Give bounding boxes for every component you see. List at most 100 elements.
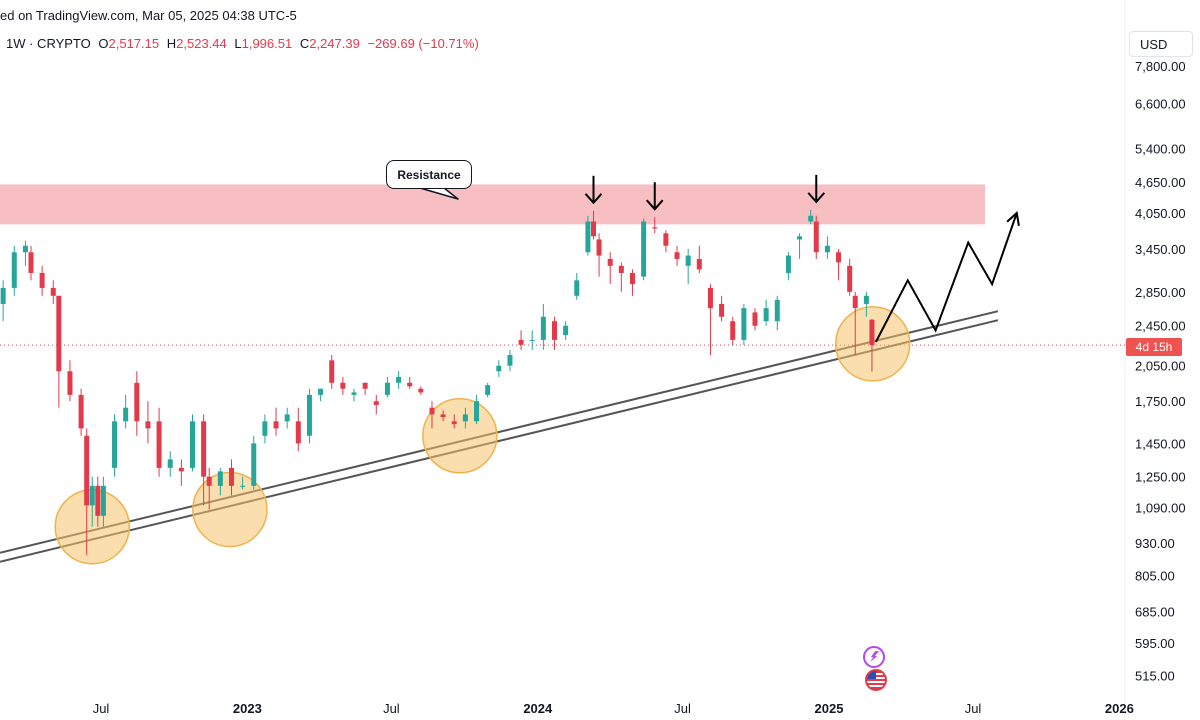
candle-body xyxy=(763,308,769,322)
candle-body xyxy=(462,414,468,422)
candle-body xyxy=(852,295,858,309)
candle-body xyxy=(340,382,346,389)
candle-body xyxy=(56,295,62,372)
published-caption: ed on TradingView.com, Mar 05, 2025 04:3… xyxy=(0,8,297,23)
candle-body xyxy=(641,221,647,277)
y-tick-label: 3,450.00 xyxy=(1135,242,1186,257)
candle-body xyxy=(429,407,435,415)
candle-body xyxy=(774,299,780,322)
high-value: 2,523.44 xyxy=(176,36,227,51)
candle-body xyxy=(396,376,402,383)
candle-body xyxy=(474,401,480,422)
candle-body xyxy=(273,421,279,429)
candle-body xyxy=(563,325,569,336)
candle-body xyxy=(785,255,791,273)
candle-body xyxy=(228,467,234,486)
y-tick-label: 5,400.00 xyxy=(1135,141,1186,156)
candle-body xyxy=(28,252,34,273)
candle-body xyxy=(607,258,613,266)
candle-body xyxy=(156,421,162,468)
y-tick-label: 2,850.00 xyxy=(1135,285,1186,300)
candle-body xyxy=(84,435,90,506)
candle-body xyxy=(813,221,819,253)
candle-body xyxy=(485,385,491,395)
candle-body xyxy=(440,414,446,418)
y-tick-label: 930.00 xyxy=(1135,536,1175,551)
candle-body xyxy=(78,394,84,429)
candle-body xyxy=(89,485,95,506)
ohlc-legend: 1W · CRYPTO O2,517.15 H2,523.44 L1,996.5… xyxy=(6,36,483,51)
x-tick-label: 2024 xyxy=(523,701,553,716)
candle-body xyxy=(178,467,184,472)
candle-body xyxy=(22,245,28,253)
candle-body xyxy=(836,252,842,263)
candle-body xyxy=(351,392,357,395)
candle-body xyxy=(618,265,624,273)
y-tick-label: 515.00 xyxy=(1135,669,1175,684)
support-line-upper xyxy=(0,310,999,554)
high-label: H xyxy=(166,36,177,51)
resistance-zone xyxy=(0,184,985,225)
currency-selector[interactable]: USD xyxy=(1129,31,1193,57)
candle-body xyxy=(824,245,830,253)
y-tick-label: 4,650.00 xyxy=(1135,175,1186,190)
y-tick-label: 2,050.00 xyxy=(1135,359,1186,374)
y-tick-label: 1,090.00 xyxy=(1135,500,1186,515)
candle-body xyxy=(67,371,73,395)
open-value: 2,517.15 xyxy=(108,36,160,51)
candle-body xyxy=(384,382,390,395)
down-arrow-head-3 xyxy=(807,192,826,204)
candle-body xyxy=(507,355,513,366)
lightning-icon[interactable] xyxy=(863,646,885,668)
candle-body xyxy=(863,295,869,304)
candle-body xyxy=(407,382,413,387)
candle-body xyxy=(730,321,736,340)
us-flag-icon[interactable] xyxy=(865,669,887,691)
candle-body xyxy=(585,221,591,253)
close-label: C xyxy=(299,36,310,51)
y-tick-label: 7,800.00 xyxy=(1135,59,1186,74)
resistance-callout[interactable]: Resistance xyxy=(386,160,472,189)
candle-body xyxy=(373,401,379,406)
interval-label: 1W · CRYPTO xyxy=(6,36,91,51)
candle-body xyxy=(240,485,246,487)
change-value: −269.69 (−10.71%) xyxy=(367,36,479,51)
candle-body xyxy=(496,365,502,372)
candle-body xyxy=(540,316,546,340)
close-value: 2,247.39 xyxy=(309,36,360,51)
candle-body xyxy=(869,319,875,346)
low-value: 1,996.51 xyxy=(241,36,293,51)
down-arrow-head-2 xyxy=(646,199,664,211)
candle-body xyxy=(652,227,658,229)
low-label: L xyxy=(234,36,242,51)
candle-body xyxy=(596,239,602,256)
y-tick-label: 6,600.00 xyxy=(1135,96,1186,111)
candle-body xyxy=(201,421,207,477)
candle-body xyxy=(284,414,290,422)
candle-body xyxy=(451,421,457,425)
candle-body xyxy=(206,476,212,486)
candle-body xyxy=(418,388,424,393)
y-tick-label: 685.00 xyxy=(1135,605,1175,620)
candle-body xyxy=(590,221,596,237)
candle-body xyxy=(11,252,17,288)
x-tick-label: Jul xyxy=(93,701,110,716)
candle-body xyxy=(318,388,324,395)
bar-countdown-badge: 4d 15h xyxy=(1126,338,1182,356)
candle-body xyxy=(629,272,635,285)
open-label: O xyxy=(98,36,109,51)
candle-body xyxy=(145,421,151,429)
candle-body xyxy=(189,421,195,468)
y-tick-label: 805.00 xyxy=(1135,568,1175,583)
candle-body xyxy=(707,287,713,309)
x-tick-label: 2025 xyxy=(815,701,844,716)
candle-body xyxy=(306,394,312,436)
candle-body xyxy=(95,485,101,516)
candle-body xyxy=(112,421,118,468)
candle-body xyxy=(719,303,725,317)
candle-body xyxy=(134,382,140,422)
y-tick-label: 2,450.00 xyxy=(1135,319,1186,334)
candle-body xyxy=(685,255,691,266)
support-line-lower xyxy=(0,319,999,563)
